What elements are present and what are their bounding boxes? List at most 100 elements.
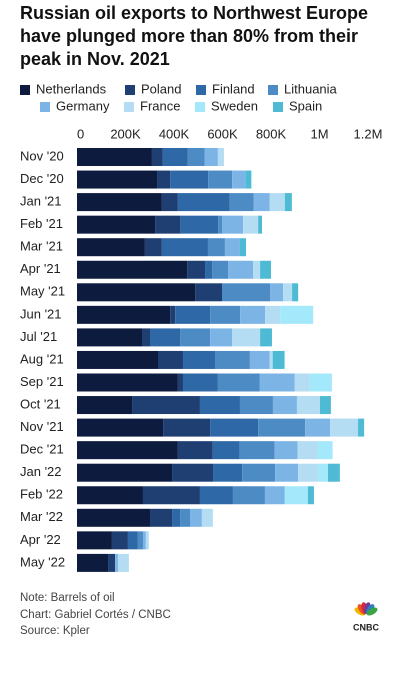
bar-segment: [77, 486, 143, 505]
x-tick-label: 600K: [207, 126, 238, 141]
bar-segment: [212, 260, 229, 279]
x-tick-label: 1M: [310, 126, 328, 141]
bar-segment: [239, 396, 273, 415]
legend-label: Netherlands: [36, 81, 107, 96]
bar-segment: [199, 486, 233, 505]
y-tick-label: Nov '20: [20, 148, 64, 163]
bar-segment: [108, 553, 116, 572]
bar-segment: [77, 215, 156, 234]
bar-segment: [77, 148, 152, 166]
bar-segment: [77, 283, 196, 302]
bar-segment: [207, 238, 225, 257]
bar-segment: [318, 463, 328, 482]
bar-segment: [212, 441, 240, 460]
bar-segment: [177, 373, 183, 392]
bar-segment: [258, 215, 263, 234]
bar-segment: [270, 283, 284, 302]
bar-segment: [358, 418, 365, 437]
bar-segment: [284, 193, 292, 212]
bar-segment: [151, 148, 163, 166]
x-tick-label: 1.2M: [354, 126, 383, 141]
bar-segment: [175, 305, 211, 324]
y-tick-label: Oct '21: [20, 396, 61, 411]
bar-segment: [269, 350, 273, 369]
legend-label: Finland: [212, 81, 255, 96]
bar-segment: [77, 305, 171, 324]
bar-segment: [309, 373, 332, 392]
bar-segment: [307, 486, 314, 505]
bar-segment: [180, 328, 211, 347]
bar-segment: [77, 350, 158, 369]
y-tick-label: Dec '21: [20, 442, 64, 457]
bar-segment: [77, 260, 188, 279]
bar-segment: [117, 553, 129, 572]
bar-segment: [157, 170, 171, 189]
bar-segment: [240, 305, 266, 324]
x-tick-label: 800K: [256, 126, 287, 141]
bar-segment: [260, 260, 271, 279]
bar-segment: [172, 508, 181, 527]
y-tick-label: Sep '21: [20, 374, 64, 389]
bar-segment: [170, 170, 209, 189]
bar-segment: [269, 193, 285, 212]
bar-segment: [210, 418, 259, 437]
bar-segment: [264, 486, 285, 505]
bar-segment: [242, 463, 276, 482]
bar-segment: [142, 486, 200, 505]
bar-segment: [214, 350, 250, 369]
y-tick-label: Apr '21: [20, 261, 61, 276]
bar-segment: [77, 441, 178, 460]
bar-segment: [253, 193, 270, 212]
legend-label: Spain: [289, 98, 322, 113]
bar-segment: [239, 441, 275, 460]
x-tick-label: 200K: [110, 126, 141, 141]
bar-segment: [258, 418, 306, 437]
bar-segment: [201, 508, 213, 527]
bar-segment: [210, 328, 233, 347]
bar-segment: [208, 170, 233, 189]
bar-segment: [77, 553, 109, 572]
bar-segment: [145, 531, 149, 550]
bar-segment: [224, 238, 240, 257]
x-tick-label: 0: [77, 126, 84, 141]
bar-segment: [77, 508, 150, 527]
y-tick-label: Jan '21: [20, 194, 62, 209]
bar-segment: [177, 441, 213, 460]
x-tick-label: 400K: [159, 126, 190, 141]
bar-segment: [77, 170, 158, 189]
bar-segment: [180, 215, 219, 234]
y-tick-label: May '21: [20, 284, 65, 299]
bar-segment: [170, 305, 176, 324]
bar-segment: [275, 463, 299, 482]
y-tick-label: Dec '20: [20, 171, 64, 186]
bar-segment: [217, 373, 260, 392]
bar-segment: [296, 396, 320, 415]
bar-segment: [327, 463, 340, 482]
bar-segment: [280, 305, 314, 324]
logo: CNBC: [353, 622, 379, 632]
bar-segment: [180, 508, 191, 527]
y-tick-label: Mar '21: [20, 239, 63, 254]
bar-segment: [204, 148, 218, 166]
bar-segment: [228, 260, 254, 279]
y-tick-label: Feb '21: [20, 216, 63, 231]
bar-segment: [249, 350, 270, 369]
legend-swatch: [20, 85, 30, 95]
legend-label: Poland: [141, 81, 181, 96]
y-tick-label: Mar '22: [20, 509, 63, 524]
bar-segment: [229, 193, 254, 212]
bar-segment: [149, 508, 173, 527]
bar-segment: [199, 396, 240, 415]
bar-segment: [298, 463, 319, 482]
bar-segment: [177, 193, 230, 212]
bar-segment: [319, 396, 331, 415]
bar-segment: [232, 170, 246, 189]
legend-swatch: [125, 85, 135, 95]
source: Source: Kpler: [20, 625, 90, 637]
bar-segment: [149, 328, 181, 347]
bar-segment: [232, 328, 261, 347]
bar-segment: [210, 305, 241, 324]
legend-swatch: [124, 102, 134, 112]
